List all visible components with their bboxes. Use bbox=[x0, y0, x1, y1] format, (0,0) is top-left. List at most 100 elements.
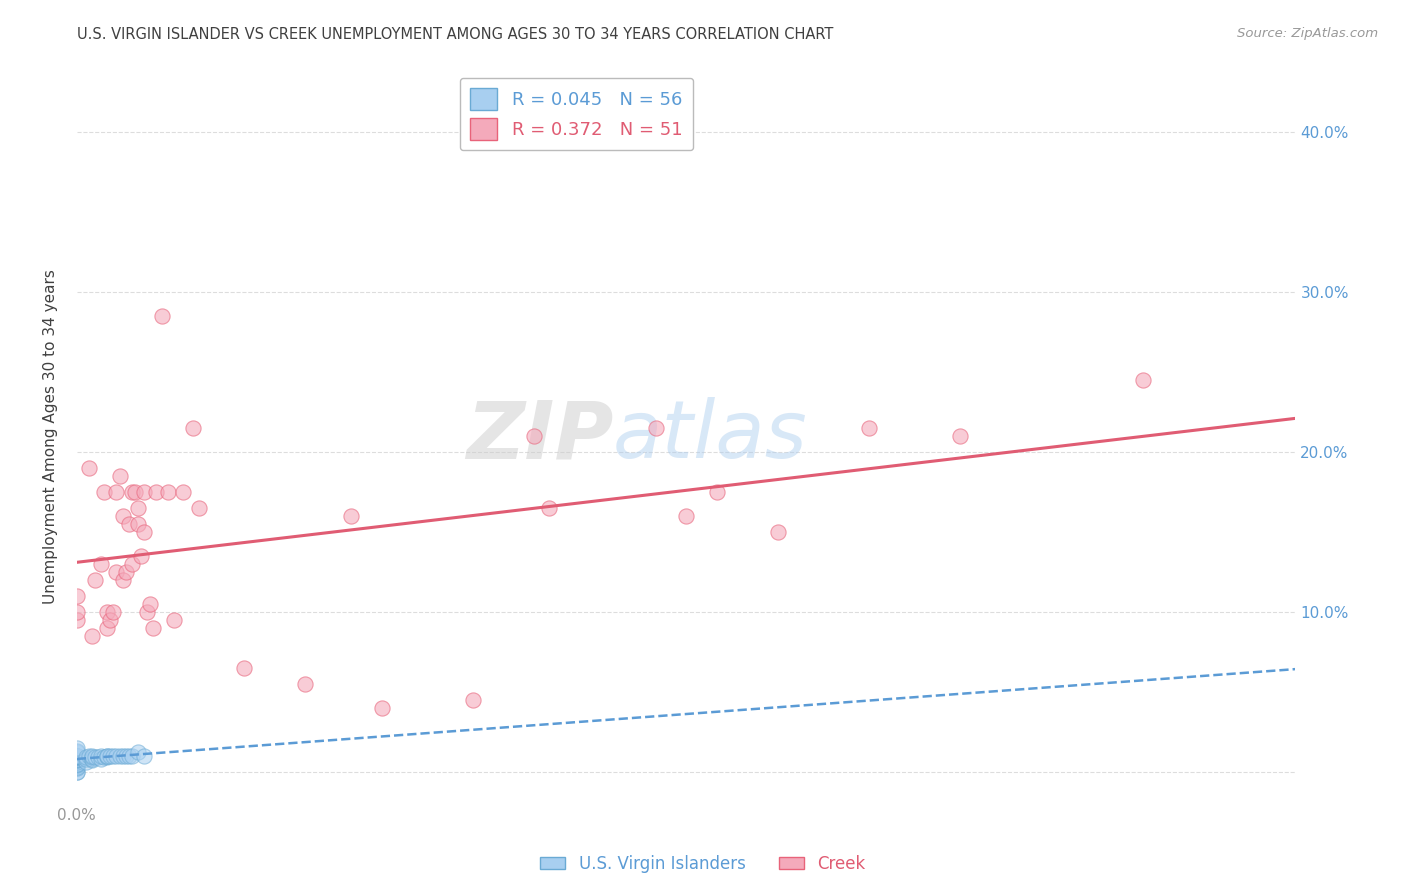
Point bbox=[105, 748, 128, 763]
Point bbox=[103, 605, 125, 619]
Point bbox=[181, 421, 204, 435]
Point bbox=[66, 748, 89, 763]
Point bbox=[66, 754, 89, 768]
Text: Source: ZipAtlas.com: Source: ZipAtlas.com bbox=[1237, 27, 1378, 40]
Point bbox=[766, 524, 789, 539]
Point bbox=[121, 748, 143, 763]
Point bbox=[1132, 373, 1154, 387]
Point bbox=[66, 758, 89, 772]
Legend: R = 0.045   N = 56, R = 0.372   N = 51: R = 0.045 N = 56, R = 0.372 N = 51 bbox=[460, 78, 693, 151]
Point bbox=[77, 461, 100, 475]
Point bbox=[66, 750, 89, 764]
Point bbox=[82, 629, 104, 643]
Point bbox=[66, 748, 89, 763]
Point bbox=[75, 755, 97, 769]
Point bbox=[66, 589, 89, 603]
Point bbox=[66, 605, 89, 619]
Point bbox=[66, 748, 89, 763]
Point bbox=[163, 613, 186, 627]
Point bbox=[132, 524, 155, 539]
Point bbox=[187, 500, 209, 515]
Point bbox=[82, 752, 104, 766]
Point bbox=[145, 485, 167, 500]
Legend: U.S. Virgin Islanders, Creek: U.S. Virgin Islanders, Creek bbox=[534, 848, 872, 880]
Point bbox=[84, 750, 107, 764]
Point bbox=[127, 516, 149, 531]
Point bbox=[949, 429, 972, 443]
Point bbox=[66, 762, 89, 776]
Point bbox=[66, 746, 89, 760]
Point bbox=[66, 750, 89, 764]
Point bbox=[136, 605, 159, 619]
Point bbox=[93, 750, 115, 764]
Point bbox=[132, 748, 155, 763]
Y-axis label: Unemployment Among Ages 30 to 34 years: Unemployment Among Ages 30 to 34 years bbox=[44, 268, 58, 604]
Point bbox=[66, 748, 89, 763]
Text: atlas: atlas bbox=[613, 397, 808, 475]
Point bbox=[108, 469, 131, 483]
Point bbox=[66, 748, 89, 763]
Point bbox=[82, 750, 104, 764]
Point bbox=[66, 760, 89, 774]
Point bbox=[461, 692, 484, 706]
Point bbox=[66, 750, 89, 764]
Point bbox=[294, 677, 316, 691]
Point bbox=[82, 748, 104, 763]
Point bbox=[87, 750, 110, 764]
Point bbox=[66, 748, 89, 763]
Point bbox=[66, 752, 89, 766]
Point bbox=[105, 565, 128, 579]
Point bbox=[66, 744, 89, 758]
Point bbox=[66, 748, 89, 763]
Point bbox=[111, 573, 134, 587]
Point bbox=[105, 485, 128, 500]
Point bbox=[538, 500, 561, 515]
Point bbox=[77, 748, 100, 763]
Point bbox=[75, 750, 97, 764]
Point bbox=[108, 748, 131, 763]
Point bbox=[96, 748, 118, 763]
Point bbox=[370, 700, 392, 714]
Point bbox=[150, 310, 173, 324]
Text: ZIP: ZIP bbox=[465, 397, 613, 475]
Point bbox=[114, 748, 136, 763]
Point bbox=[93, 485, 115, 500]
Point bbox=[96, 621, 118, 635]
Point bbox=[84, 573, 107, 587]
Point bbox=[82, 754, 104, 768]
Point bbox=[66, 740, 89, 755]
Point bbox=[66, 756, 89, 771]
Point bbox=[675, 508, 697, 523]
Point bbox=[66, 764, 89, 779]
Point bbox=[96, 605, 118, 619]
Point bbox=[114, 565, 136, 579]
Point bbox=[96, 748, 118, 763]
Point bbox=[100, 613, 122, 627]
Point bbox=[132, 485, 155, 500]
Point bbox=[100, 748, 122, 763]
Point bbox=[66, 754, 89, 768]
Point bbox=[66, 748, 89, 763]
Point bbox=[157, 485, 180, 500]
Point bbox=[66, 756, 89, 771]
Point bbox=[233, 661, 256, 675]
Point bbox=[129, 549, 152, 563]
Point bbox=[66, 748, 89, 763]
Point bbox=[90, 752, 112, 766]
Point bbox=[173, 485, 195, 500]
Point bbox=[90, 557, 112, 571]
Point bbox=[127, 500, 149, 515]
Point bbox=[118, 516, 141, 531]
Point bbox=[96, 750, 118, 764]
Point bbox=[858, 421, 880, 435]
Point bbox=[139, 597, 162, 611]
Point bbox=[121, 485, 143, 500]
Point bbox=[66, 613, 89, 627]
Point bbox=[66, 752, 89, 766]
Point bbox=[124, 485, 146, 500]
Point bbox=[706, 485, 728, 500]
Point bbox=[90, 748, 112, 763]
Point bbox=[111, 508, 134, 523]
Point bbox=[142, 621, 165, 635]
Point bbox=[111, 748, 134, 763]
